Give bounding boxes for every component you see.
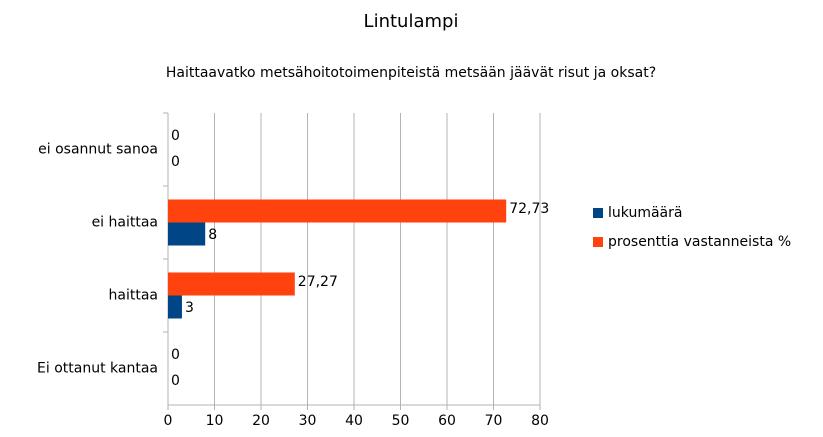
bar [168, 222, 206, 246]
data-label: 0 [171, 347, 180, 363]
data-label: 0 [171, 154, 180, 170]
bar [168, 272, 295, 296]
x-tick-label: 10 [206, 413, 224, 429]
x-tick-label: 70 [485, 413, 503, 429]
data-label: 3 [185, 300, 194, 316]
legend-label: lukumäärä [608, 205, 682, 221]
data-label: 0 [171, 128, 180, 144]
x-tick-label: 20 [252, 413, 270, 429]
data-label: 8 [208, 227, 217, 243]
y-tick-label: haittaa [109, 288, 158, 304]
chart-title: Lintulampi [364, 11, 459, 32]
data-label: 27,27 [298, 274, 338, 290]
legend-swatch [593, 237, 603, 247]
bar [168, 295, 182, 319]
y-tick-label: ei haittaa [92, 215, 158, 231]
x-tick-label: 80 [531, 413, 549, 429]
x-tick-label: 40 [345, 413, 363, 429]
legend-swatch [593, 208, 603, 218]
x-tick-label: 0 [164, 413, 173, 429]
legend-label: prosenttia vastanneista % [608, 234, 791, 250]
chart-subtitle: Haittaavatko metsähoitotoimenpiteistä me… [166, 65, 656, 81]
x-tick-label: 50 [392, 413, 410, 429]
bar [168, 199, 507, 223]
y-tick-label: ei osannut sanoa [38, 142, 158, 158]
data-label: 0 [171, 373, 180, 389]
data-label: 72,73 [509, 201, 549, 217]
x-tick-label: 30 [299, 413, 317, 429]
y-tick-label: Ei ottanut kantaa [37, 361, 158, 377]
x-tick-label: 60 [438, 413, 456, 429]
